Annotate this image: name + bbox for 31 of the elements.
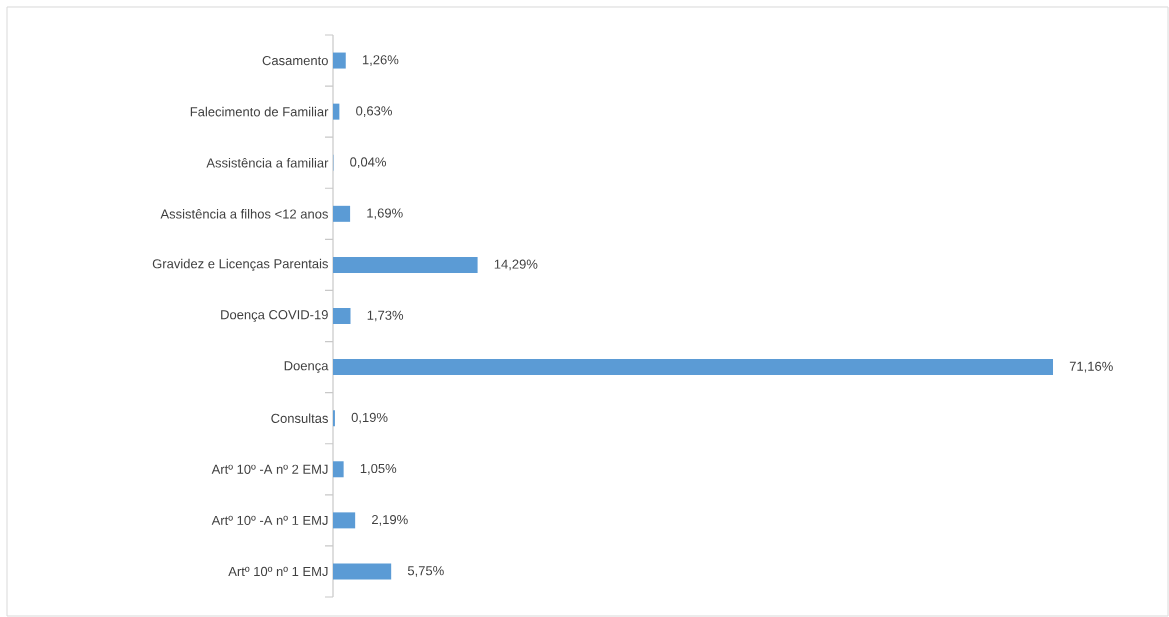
y-tick-label: Artº 10º -A nº 2 EMJ: [211, 464, 328, 474]
bar: [333, 103, 340, 120]
y-tick-label: Assistência a familiar: [206, 157, 329, 168]
bar: [333, 512, 356, 529]
bar: [333, 256, 478, 273]
data-label: 2,19%: [372, 515, 408, 526]
data-label: 71,16%: [1069, 361, 1113, 373]
data-label: 0,04%: [350, 157, 386, 169]
data-label: 0,19%: [351, 412, 388, 424]
y-tick-label: Consultas: [271, 413, 328, 423]
bar: [333, 461, 344, 478]
data-label: 1,26%: [362, 55, 399, 66]
data-label: 5,75%: [407, 566, 444, 577]
y-tick-label: Doença COVID-19: [221, 310, 328, 322]
bar: [333, 308, 351, 324]
bar: [333, 563, 392, 580]
data-label: 0,63%: [356, 106, 392, 117]
data-label: 1,05%: [360, 463, 397, 475]
y-tick-label: Falecimento de Familiar: [190, 106, 329, 117]
bar: [333, 359, 1054, 376]
y-tick-label: Assistência a filhos <12 anos: [160, 209, 328, 219]
y-tick-label: Artº 10º -A nº 1 EMJ: [211, 515, 328, 525]
bar: [333, 52, 346, 69]
bar: [333, 205, 351, 222]
data-label: 1,73%: [367, 310, 404, 322]
y-tick-label: Gravidez e Licenças Parentais: [152, 258, 328, 271]
data-label: 1,69%: [367, 208, 403, 220]
y-tick-label: Casamento: [262, 55, 328, 66]
data-label: 14,29%: [494, 259, 538, 271]
y-tick-label: Doença: [284, 361, 329, 373]
y-tick-label: Artº 10º nº 1 EMJ: [228, 566, 328, 577]
